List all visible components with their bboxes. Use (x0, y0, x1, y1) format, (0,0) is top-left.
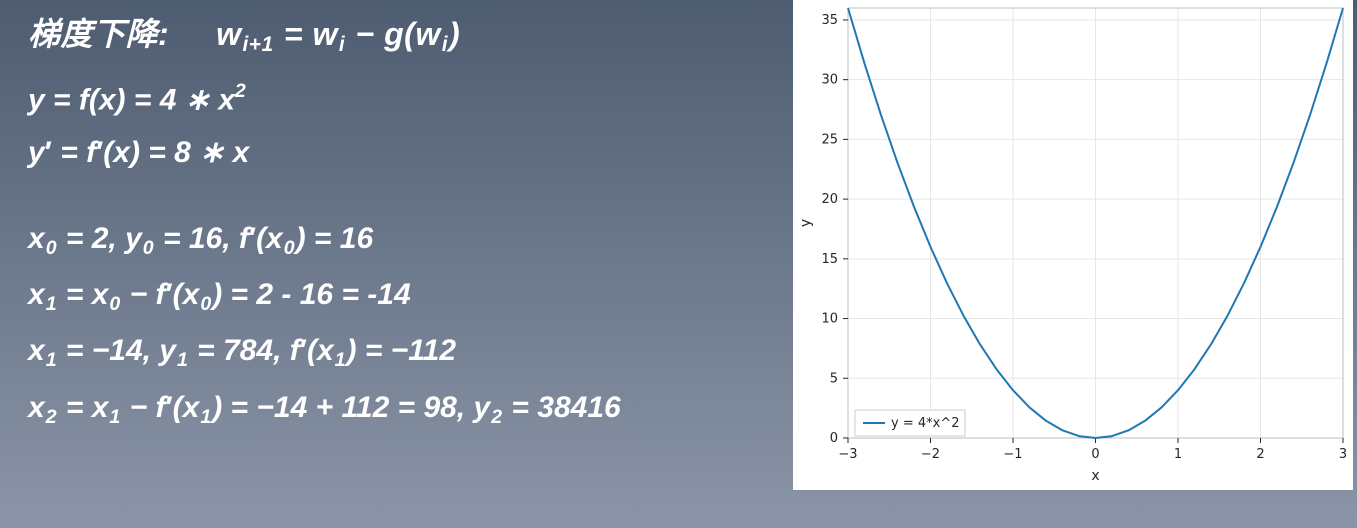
eq1-wa-sub: i+1 (242, 33, 275, 56)
eq5-s1a: 1 (45, 293, 58, 315)
svg-text:1: 1 (1174, 447, 1182, 462)
eq5-d: (x (173, 278, 200, 311)
eq1-label: 梯度下降: (28, 16, 169, 52)
eq7-f: = 38416 (503, 391, 621, 424)
eq6-s1b: 1 (176, 349, 189, 371)
parabola-chart: −3 −2 −1 0 1 2 3 x 0 5 10 15 20 25 30 35 y y = 4*x^2 (793, 0, 1353, 490)
svg-text:35: 35 (821, 13, 838, 28)
eq1-eq: = (275, 16, 313, 52)
svg-text:x: x (1091, 468, 1099, 484)
svg-text:−1: −1 (1003, 447, 1022, 462)
eq1-wb-sub: i (338, 33, 346, 56)
eq7-d: (x (173, 391, 200, 424)
eq4-p: ′ (249, 222, 256, 255)
eq4-d: (x (256, 222, 283, 255)
eq3-a: y (28, 136, 45, 169)
svg-text:2: 2 (1256, 447, 1264, 462)
eq7-s2b: 2 (490, 406, 503, 428)
eq7-p: ′ (165, 391, 172, 424)
eq6-s1a: 1 (45, 349, 58, 371)
eq7-s2: 2 (45, 406, 58, 428)
eq4-e: ) = 16 (296, 222, 374, 255)
eq4-s0b: 0 (142, 237, 155, 259)
eq1-g-close: ) (449, 16, 460, 52)
eq6-p: ′ (300, 334, 307, 367)
eq6-a: x (28, 334, 45, 367)
svg-text:10: 10 (821, 312, 838, 327)
eq6-c: = 784, f (189, 334, 300, 367)
eq2-sup: 2 (235, 80, 246, 102)
eq1-g-sub: i (441, 33, 449, 56)
svg-text:y = 4*x^2: y = 4*x^2 (891, 416, 959, 431)
svg-text:3: 3 (1339, 447, 1347, 462)
svg-text:y: y (798, 219, 814, 227)
svg-text:15: 15 (821, 252, 838, 267)
svg-text:5: 5 (830, 371, 838, 386)
eq4-s0c: 0 (283, 237, 296, 259)
eq5-e: ) = 2 - 16 = -14 (212, 278, 410, 311)
eq3-p1: ′ (45, 136, 52, 169)
eq6-b: = −14, y (58, 334, 176, 367)
eq1-g: g(w (384, 16, 441, 52)
svg-text:25: 25 (821, 132, 838, 147)
eq5-a: x (28, 278, 45, 311)
eq2-a: y = f(x) = 4 ∗ x (28, 84, 235, 117)
eq4-a: x (28, 222, 45, 255)
svg-text:−2: −2 (921, 447, 940, 462)
eq7-e: ) = −14 + 112 = 98, y (212, 391, 490, 424)
slide-root: 梯度下降: wi+1 = wi − g(wi) y = f(x) = 4 ∗ x… (0, 0, 1357, 528)
eq4-s0a: 0 (45, 237, 58, 259)
eq3-b: = f (52, 136, 96, 169)
eq5-c: − f (121, 278, 165, 311)
svg-text:−3: −3 (838, 447, 857, 462)
eq5-p: ′ (165, 278, 172, 311)
eq4-c: = 16, f (155, 222, 249, 255)
svg-text:20: 20 (821, 192, 838, 207)
eq5-s0b: 0 (199, 293, 212, 315)
eq5-b: = x (58, 278, 109, 311)
eq7-s1b: 1 (199, 406, 212, 428)
eq7-c: − f (121, 391, 165, 424)
eq7-b: = x (58, 391, 109, 424)
eq1-minus: − (346, 16, 384, 52)
eq4-b: = 2, y (58, 222, 142, 255)
eq6-s1c: 1 (334, 349, 347, 371)
svg-text:0: 0 (830, 431, 838, 446)
chart-panel: −3 −2 −1 0 1 2 3 x 0 5 10 15 20 25 30 35 y y = 4*x^2 (793, 0, 1353, 490)
eq1-wa: w (216, 16, 241, 52)
eq7-a: x (28, 391, 45, 424)
eq6-d: (x (307, 334, 334, 367)
eq5-s0: 0 (108, 293, 121, 315)
eq1-wb: w (312, 16, 337, 52)
svg-text:30: 30 (821, 73, 838, 88)
svg-text:0: 0 (1091, 447, 1099, 462)
eq6-e: ) = −112 (347, 334, 457, 367)
eq3-c: (x) = 8 ∗ x (103, 136, 249, 169)
eq7-s1a: 1 (108, 406, 121, 428)
